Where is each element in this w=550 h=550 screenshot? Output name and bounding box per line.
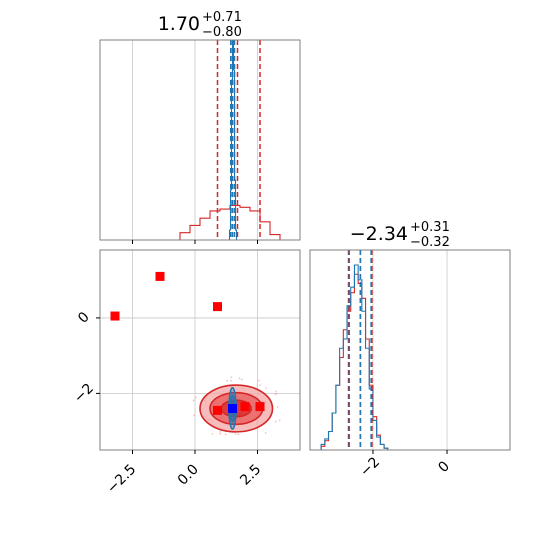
joint-sample-point <box>211 432 214 435</box>
joint-xtick-label-2: 2.5 <box>237 462 264 489</box>
joint-sample-point <box>230 376 233 379</box>
joint-sample-point <box>192 399 195 402</box>
joint-sample-point <box>275 392 278 395</box>
joint-sample-point <box>224 433 227 436</box>
p1-quantile-lines <box>216 40 261 240</box>
joint-sample-point <box>195 396 197 399</box>
p2-ticks <box>372 450 448 454</box>
p2-title-plus: +0.31 <box>410 220 450 235</box>
joint-blue-square <box>228 403 237 413</box>
joint-xtick-label-0: −2.5 <box>104 462 139 497</box>
joint-red-square-2 <box>213 302 222 312</box>
p2-xtick-label-1: 0 <box>435 458 453 476</box>
panel-p1-marginal: 1.70 +0.71 −0.80 <box>99 10 301 244</box>
joint-grid <box>100 250 300 450</box>
joint-red-square-3 <box>213 405 222 415</box>
p2-title-value: −2.34 <box>350 223 408 245</box>
joint-sample-point <box>237 433 240 436</box>
joint-xtick-label-1: 0.0 <box>175 462 202 489</box>
joint-sample-point <box>264 432 267 434</box>
joint-ticks <box>96 317 258 454</box>
p1-ticks <box>132 240 258 244</box>
joint-sample-point <box>193 414 196 417</box>
p2-grid <box>372 250 448 450</box>
joint-axes-frame <box>99 249 301 451</box>
p2-hist-red <box>320 273 389 450</box>
p2-axes-frame <box>309 249 511 451</box>
p1-title-plus: +0.71 <box>202 10 242 25</box>
joint-sample-point <box>238 377 241 380</box>
p2-histograms <box>320 264 389 450</box>
joint-ytick-label-0: −2 <box>71 380 97 406</box>
joint-markers <box>110 271 265 415</box>
joint-red-square-0 <box>155 271 165 281</box>
joint-sample-point <box>257 379 260 382</box>
joint-sample-point <box>274 420 277 423</box>
joint-red-square-1 <box>110 311 120 321</box>
joint-sample-point <box>226 379 229 382</box>
p1-title-minus: −0.80 <box>202 25 242 40</box>
p1-axes-frame <box>99 39 301 241</box>
panel-p2-marginal: −2 0 −2.34 +0.31 −0.32 <box>309 220 511 480</box>
joint-sample-point <box>276 406 279 408</box>
joint-ytick-label-1: 0 <box>75 309 93 327</box>
p1-title-value: 1.70 <box>158 13 200 35</box>
joint-sample-point <box>240 378 243 381</box>
joint-sample-point <box>219 432 222 435</box>
joint-red-square-4 <box>240 402 250 412</box>
joint-sample-point <box>219 430 222 433</box>
p1-grid <box>132 40 258 240</box>
joint-sample-point <box>275 390 278 393</box>
joint-sample-point <box>265 387 268 390</box>
joint-sample-point <box>234 433 237 436</box>
p2-quantile-lines <box>347 250 373 450</box>
panel-p1-vs-p2: −2.5 0.0 2.5 −2 0 <box>71 249 301 497</box>
p2-title-minus: −0.32 <box>410 235 450 250</box>
joint-sample-point <box>259 384 261 387</box>
joint-sample-point <box>278 419 281 422</box>
p2-xtick-label-0: −2 <box>357 454 383 480</box>
p2-hist-blue <box>320 264 389 450</box>
joint-sample-point <box>230 379 232 382</box>
p2-tick-labels: −2 0 <box>357 454 453 480</box>
joint-red-square-5 <box>255 402 265 412</box>
